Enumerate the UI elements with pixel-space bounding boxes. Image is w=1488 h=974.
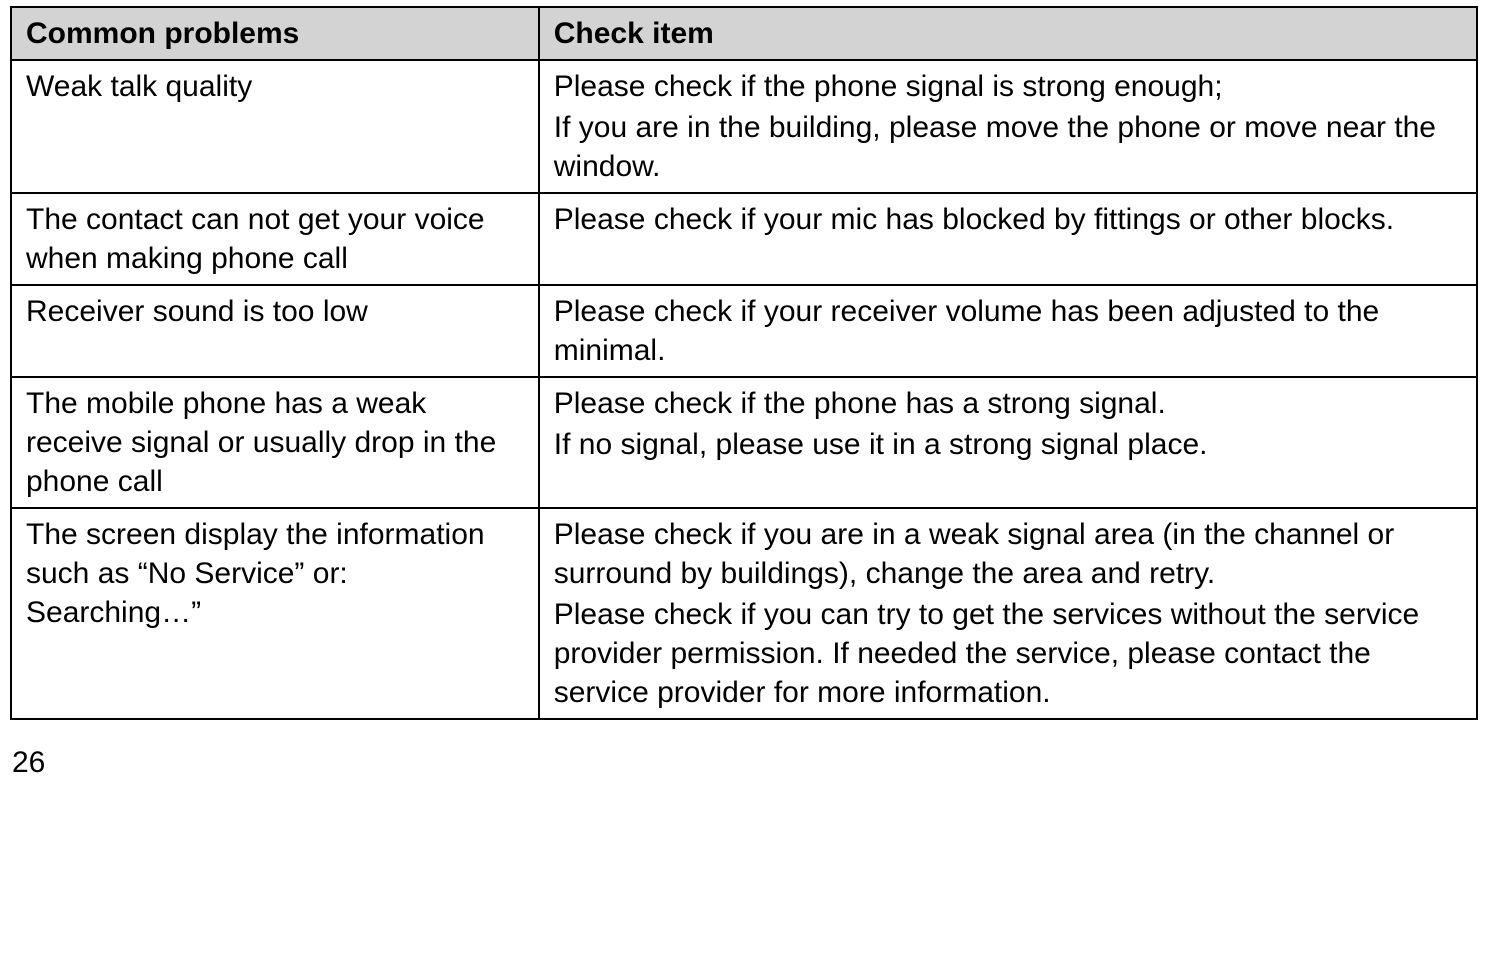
cell-text: Please check if your mic has blocked by … [554, 200, 1462, 239]
cell-text: If you are in the building, please move … [554, 108, 1462, 186]
cell-check: Please check if the phone has a strong s… [539, 377, 1477, 508]
cell-text: The mobile phone has a weak receive sign… [26, 384, 524, 501]
cell-text: Receiver sound is too low [26, 292, 524, 331]
col-header-check: Check item [539, 7, 1477, 60]
cell-text: Please check if the phone has a strong s… [554, 384, 1462, 423]
cell-check: Please check if you are in a weak signal… [539, 508, 1477, 719]
cell-problem: Weak talk quality [11, 60, 539, 193]
page-number: 26 [12, 746, 1478, 780]
table-row: The mobile phone has a weak receive sign… [11, 377, 1477, 508]
cell-text: Please check if you can try to get the s… [554, 595, 1462, 712]
table-row: Weak talk quality Please check if the ph… [11, 60, 1477, 193]
table-row: The contact can not get your voice when … [11, 193, 1477, 285]
cell-problem: The contact can not get your voice when … [11, 193, 539, 285]
cell-problem: The mobile phone has a weak receive sign… [11, 377, 539, 508]
cell-text: Please check if your receiver volume has… [554, 292, 1462, 370]
table-header-row: Common problems Check item [11, 7, 1477, 60]
table-row: The screen display the information such … [11, 508, 1477, 719]
cell-text: Please check if the phone signal is stro… [554, 67, 1462, 106]
cell-text: Please check if you are in a weak signal… [554, 515, 1462, 593]
cell-problem: The screen display the information such … [11, 508, 539, 719]
cell-problem: Receiver sound is too low [11, 285, 539, 377]
cell-text: The screen display the information such … [26, 515, 524, 632]
table-row: Receiver sound is too low Please check i… [11, 285, 1477, 377]
cell-check: Please check if the phone signal is stro… [539, 60, 1477, 193]
troubleshooting-table: Common problems Check item Weak talk qua… [10, 6, 1478, 720]
cell-text: If no signal, please use it in a strong … [554, 425, 1462, 464]
col-header-problems: Common problems [11, 7, 539, 60]
cell-text: The contact can not get your voice when … [26, 200, 524, 278]
cell-text: Weak talk quality [26, 67, 524, 106]
cell-check: Please check if your mic has blocked by … [539, 193, 1477, 285]
cell-check: Please check if your receiver volume has… [539, 285, 1477, 377]
